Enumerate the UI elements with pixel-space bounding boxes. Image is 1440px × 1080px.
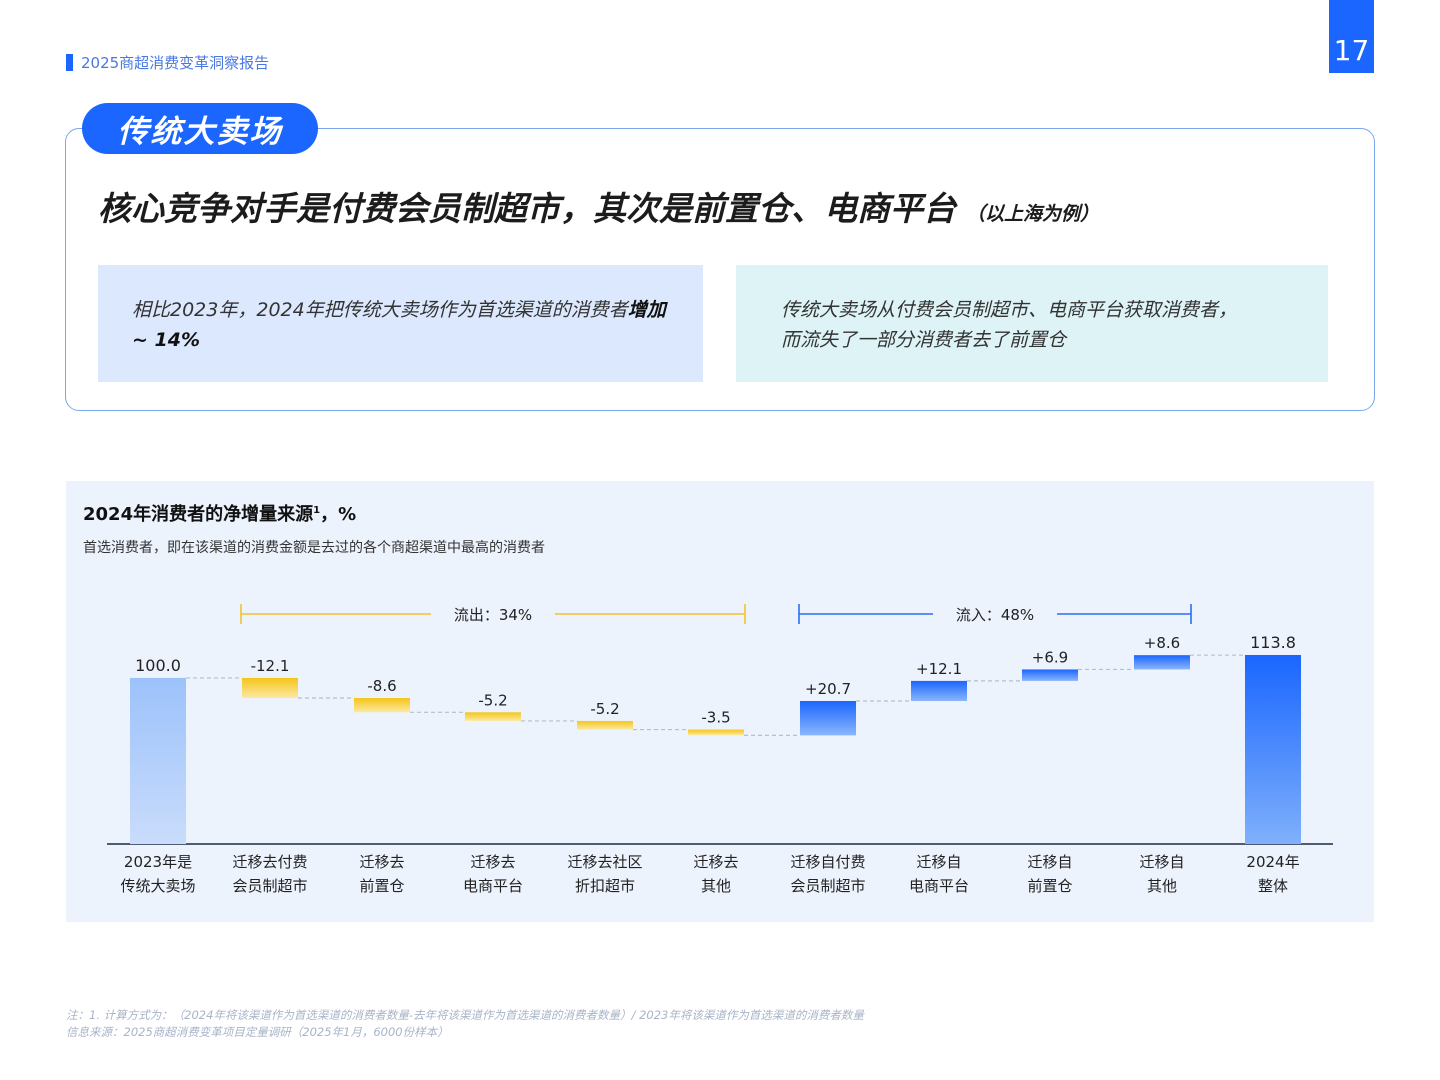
category-label-1-0: 迁移去付费	[232, 853, 307, 871]
category-label-0-1: 传统大卖场	[120, 877, 195, 895]
data-label-5: -3.5	[701, 709, 730, 727]
bar-8	[1022, 669, 1078, 681]
category-label-4-1: 折扣超市	[575, 877, 635, 895]
bar-7	[911, 680, 967, 702]
page-number: 17	[1329, 0, 1374, 73]
insight-right-line2: 而流失了一部分消费者去了前置仓	[781, 329, 1067, 351]
bar-4	[577, 720, 633, 730]
category-label-8-1: 前置仓	[1027, 877, 1072, 895]
category-label-3-1: 电商平台	[463, 877, 523, 895]
insight-left-text: 相比2023年，2024年把传统大卖场作为首选渠道的消费者	[132, 299, 628, 321]
category-label-8-0: 迁移自	[1027, 853, 1072, 871]
data-label-2: -8.6	[367, 677, 396, 695]
data-label-1: -12.1	[251, 657, 290, 675]
footnote-method: 注：1. 计算方式为：（2024年将该渠道作为首选渠道的消费者数量-去年将该渠道…	[66, 1008, 864, 1022]
category-label-10-1: 整体	[1258, 877, 1288, 895]
data-label-4: -5.2	[590, 700, 619, 718]
category-label-7-1: 电商平台	[909, 877, 969, 895]
bar-3	[465, 712, 521, 721]
category-label-9-1: 其他	[1147, 877, 1177, 895]
insight-box-right: 传统大卖场从付费会员制超市、电商平台获取消费者， 而流失了一部分消费者去了前置仓	[736, 265, 1328, 382]
category-label-10-0: 2024年	[1246, 853, 1299, 871]
data-label-8: +6.9	[1032, 648, 1068, 666]
chart-title-text: 2024年消费者的净增量来源	[83, 504, 314, 525]
category-label-3-0: 迁移去	[470, 853, 515, 871]
category-label-5-0: 迁移去	[693, 853, 738, 871]
report-title: 2025商超消费变革洞察报告	[81, 54, 270, 72]
chart-title: 2024年消费者的净增量来源1，%	[83, 500, 356, 526]
category-label-0-0: 2023年是	[124, 853, 192, 871]
bracket-label-1: 流入：48%	[956, 606, 1034, 624]
bar-6	[800, 701, 856, 736]
section-pill: 传统大卖场	[82, 103, 318, 154]
bar-9	[1134, 655, 1190, 670]
data-label-9: +8.6	[1144, 634, 1180, 652]
category-label-1-1: 会员制超市	[232, 877, 307, 895]
category-label-7-0: 迁移自	[916, 853, 961, 871]
headline-text: 核心竞争对手是付费会员制超市，其次是前置仓、电商平台	[98, 189, 956, 228]
category-label-2-1: 前置仓	[359, 877, 404, 895]
bar-0	[130, 677, 186, 844]
category-label-4-0: 迁移去社区	[567, 853, 642, 871]
insight-left-bold: 增加 ~ 14%	[132, 299, 666, 351]
data-label-6: +20.7	[805, 680, 851, 698]
category-label-6-0: 迁移自付费	[790, 853, 865, 871]
bracket-label-0: 流出：34%	[454, 606, 532, 624]
report-tag: 2025商超消费变革洞察报告	[66, 52, 269, 73]
category-label-2-0: 迁移去	[359, 853, 404, 871]
data-label-0: 100.0	[135, 656, 181, 675]
category-label-9-0: 迁移自	[1139, 853, 1184, 871]
data-label-3: -5.2	[478, 691, 507, 709]
bar-1	[242, 677, 298, 699]
chart-subtitle: 首选消费者，即在该渠道的消费金额是去过的各个商超渠道中最高的消费者	[83, 540, 545, 556]
insight-box-left: 相比2023年，2024年把传统大卖场作为首选渠道的消费者增加 ~ 14%	[98, 265, 703, 382]
chart-title-unit: ，%	[320, 504, 357, 525]
headline: 核心竞争对手是付费会员制超市，其次是前置仓、电商平台 （以上海为例）	[98, 182, 1099, 230]
chart-title-sup: 1	[313, 505, 321, 516]
bar-5	[688, 729, 744, 736]
category-label-6-1: 会员制超市	[790, 877, 865, 895]
bar-2	[354, 698, 410, 713]
footnote-source: 信息来源：2025商超消费变革项目定量调研（2025年1月，6000份样本）	[66, 1025, 449, 1039]
data-label-10: 113.8	[1250, 633, 1296, 652]
data-label-7: +12.1	[916, 660, 962, 678]
chart-panel	[66, 481, 1374, 922]
category-label-5-1: 其他	[701, 877, 731, 895]
headline-note: （以上海为例）	[966, 203, 1100, 225]
report-tag-marker	[66, 54, 73, 71]
bar-10	[1245, 655, 1301, 844]
insight-right-line1: 传统大卖场从付费会员制超市、电商平台获取消费者，	[781, 299, 1238, 321]
